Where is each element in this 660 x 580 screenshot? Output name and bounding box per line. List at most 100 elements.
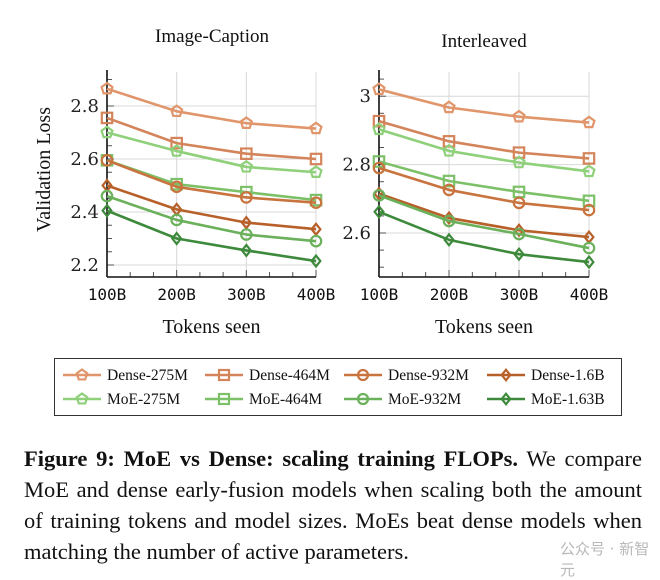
data-point [240,147,253,160]
data-point [372,122,386,136]
data-point [100,125,114,139]
data-point [582,194,596,208]
data-point [309,165,323,178]
series-line [378,194,590,250]
data-point [310,222,322,237]
x-tick-label: 400B [570,285,609,304]
caption-label: Figure 9: MoE vs Dense: scaling training… [24,446,519,471]
watermark: 公众号 · 新智元 [560,540,650,579]
series-line [106,87,317,130]
chart-title: Image-Caption [155,26,269,47]
series-moe-932m [100,189,323,248]
data-point [100,154,114,167]
legend-label: Dense-275M [107,367,188,384]
series-line [106,131,317,174]
data-point [169,104,184,118]
legend-marker-pentagon-icon [75,392,89,405]
series-line [378,160,590,203]
data-point [442,143,456,157]
data-point [583,254,595,270]
legend-marker-square-icon [217,392,231,406]
series-dense-932m [100,154,323,210]
legend-label: Dense-1.6B [531,367,605,384]
y-tick-label: 3 [360,86,371,107]
data-point [512,155,526,169]
data-point [442,214,456,228]
data-point [170,136,183,150]
data-point [170,231,183,246]
x-tick-label: 100B [88,285,127,304]
data-point [512,227,526,241]
legend-label: MoE-464M [249,391,322,408]
y-axis-label: Validation Loss [33,107,55,232]
y-tick-label: 2.8 [342,155,371,176]
series-dense-464m [100,111,323,166]
x-axis-label: Tokens seen [435,316,533,338]
data-point [372,161,386,175]
data-point [372,155,386,168]
legend-entry-moe-932m: MoE-932M [344,391,461,408]
data-point [513,246,525,262]
y-tick-label: 2.2 [70,255,99,276]
data-point [170,180,183,194]
legend-entry-dense-464m: Dense-464M [205,367,330,384]
y-tick-label: 2.6 [70,149,99,170]
series-line [378,128,590,173]
data-point [443,232,455,248]
legend-label: Dense-932M [388,367,469,384]
y-tick-label: 2.8 [70,96,99,117]
data-point [239,116,254,129]
x-tick-label: 300B [227,285,266,304]
x-tick-label: 400B [297,285,336,304]
legend-marker-diamond-icon [500,367,512,383]
data-point [309,121,323,135]
data-point [372,114,386,128]
series-line [106,184,317,231]
data-point [582,203,596,217]
data-point [442,174,456,188]
caption-text: We compare MoE and dense early-fusion mo… [24,446,643,564]
series-line [378,210,590,264]
data-point [240,243,253,258]
chart-title: Interleaved [441,31,527,52]
data-point [239,159,254,173]
legend-entry-moe-1-63b: MoE-1.63B [487,391,605,408]
legend-label: MoE-275M [107,391,180,408]
x-tick-label: 100B [360,285,399,304]
data-point [373,204,385,220]
data-point [372,82,386,96]
data-point [582,164,596,178]
legend-entry-dense-932m: Dense-932M [344,367,469,384]
data-point [442,183,456,197]
data-point [240,215,253,230]
series-line [378,166,590,212]
x-tick-label: 200B [157,285,196,304]
data-point [310,253,322,269]
data-point [240,191,253,204]
legend-entry-moe-464m: MoE-464M [205,391,322,408]
data-point [372,189,386,202]
data-point [309,196,323,210]
figure-caption: Figure 9: MoE vs Dense: scaling training… [24,443,642,567]
series-line [106,159,317,205]
series-moe-275m [100,125,323,178]
legend-marker-pentagon-icon [75,368,89,381]
series-line [106,209,317,263]
data-point [309,152,323,166]
legend-entry-dense-275m: Dense-275M [63,367,188,384]
data-point [100,81,114,95]
series-line [378,119,590,160]
series-dense-275m [372,82,596,129]
legend-entry-moe-275m: MoE-275M [63,391,180,408]
data-point [100,111,114,125]
data-point [100,189,114,203]
chart-panel-interleaved: 2.6 2.8 3 100B 200B 300B 400B Interleaved Tokens… [342,31,608,338]
series-line [106,116,317,161]
series-moe-464m [372,155,596,208]
y-tick-label: 2.6 [342,223,371,244]
data-point [169,143,184,157]
legend-entry-dense-1-6b: Dense-1.6B [487,367,605,384]
series-moe-1-63b [373,204,595,270]
legend-label: MoE-1.63B [531,391,605,408]
series-moe-275m [372,122,596,178]
